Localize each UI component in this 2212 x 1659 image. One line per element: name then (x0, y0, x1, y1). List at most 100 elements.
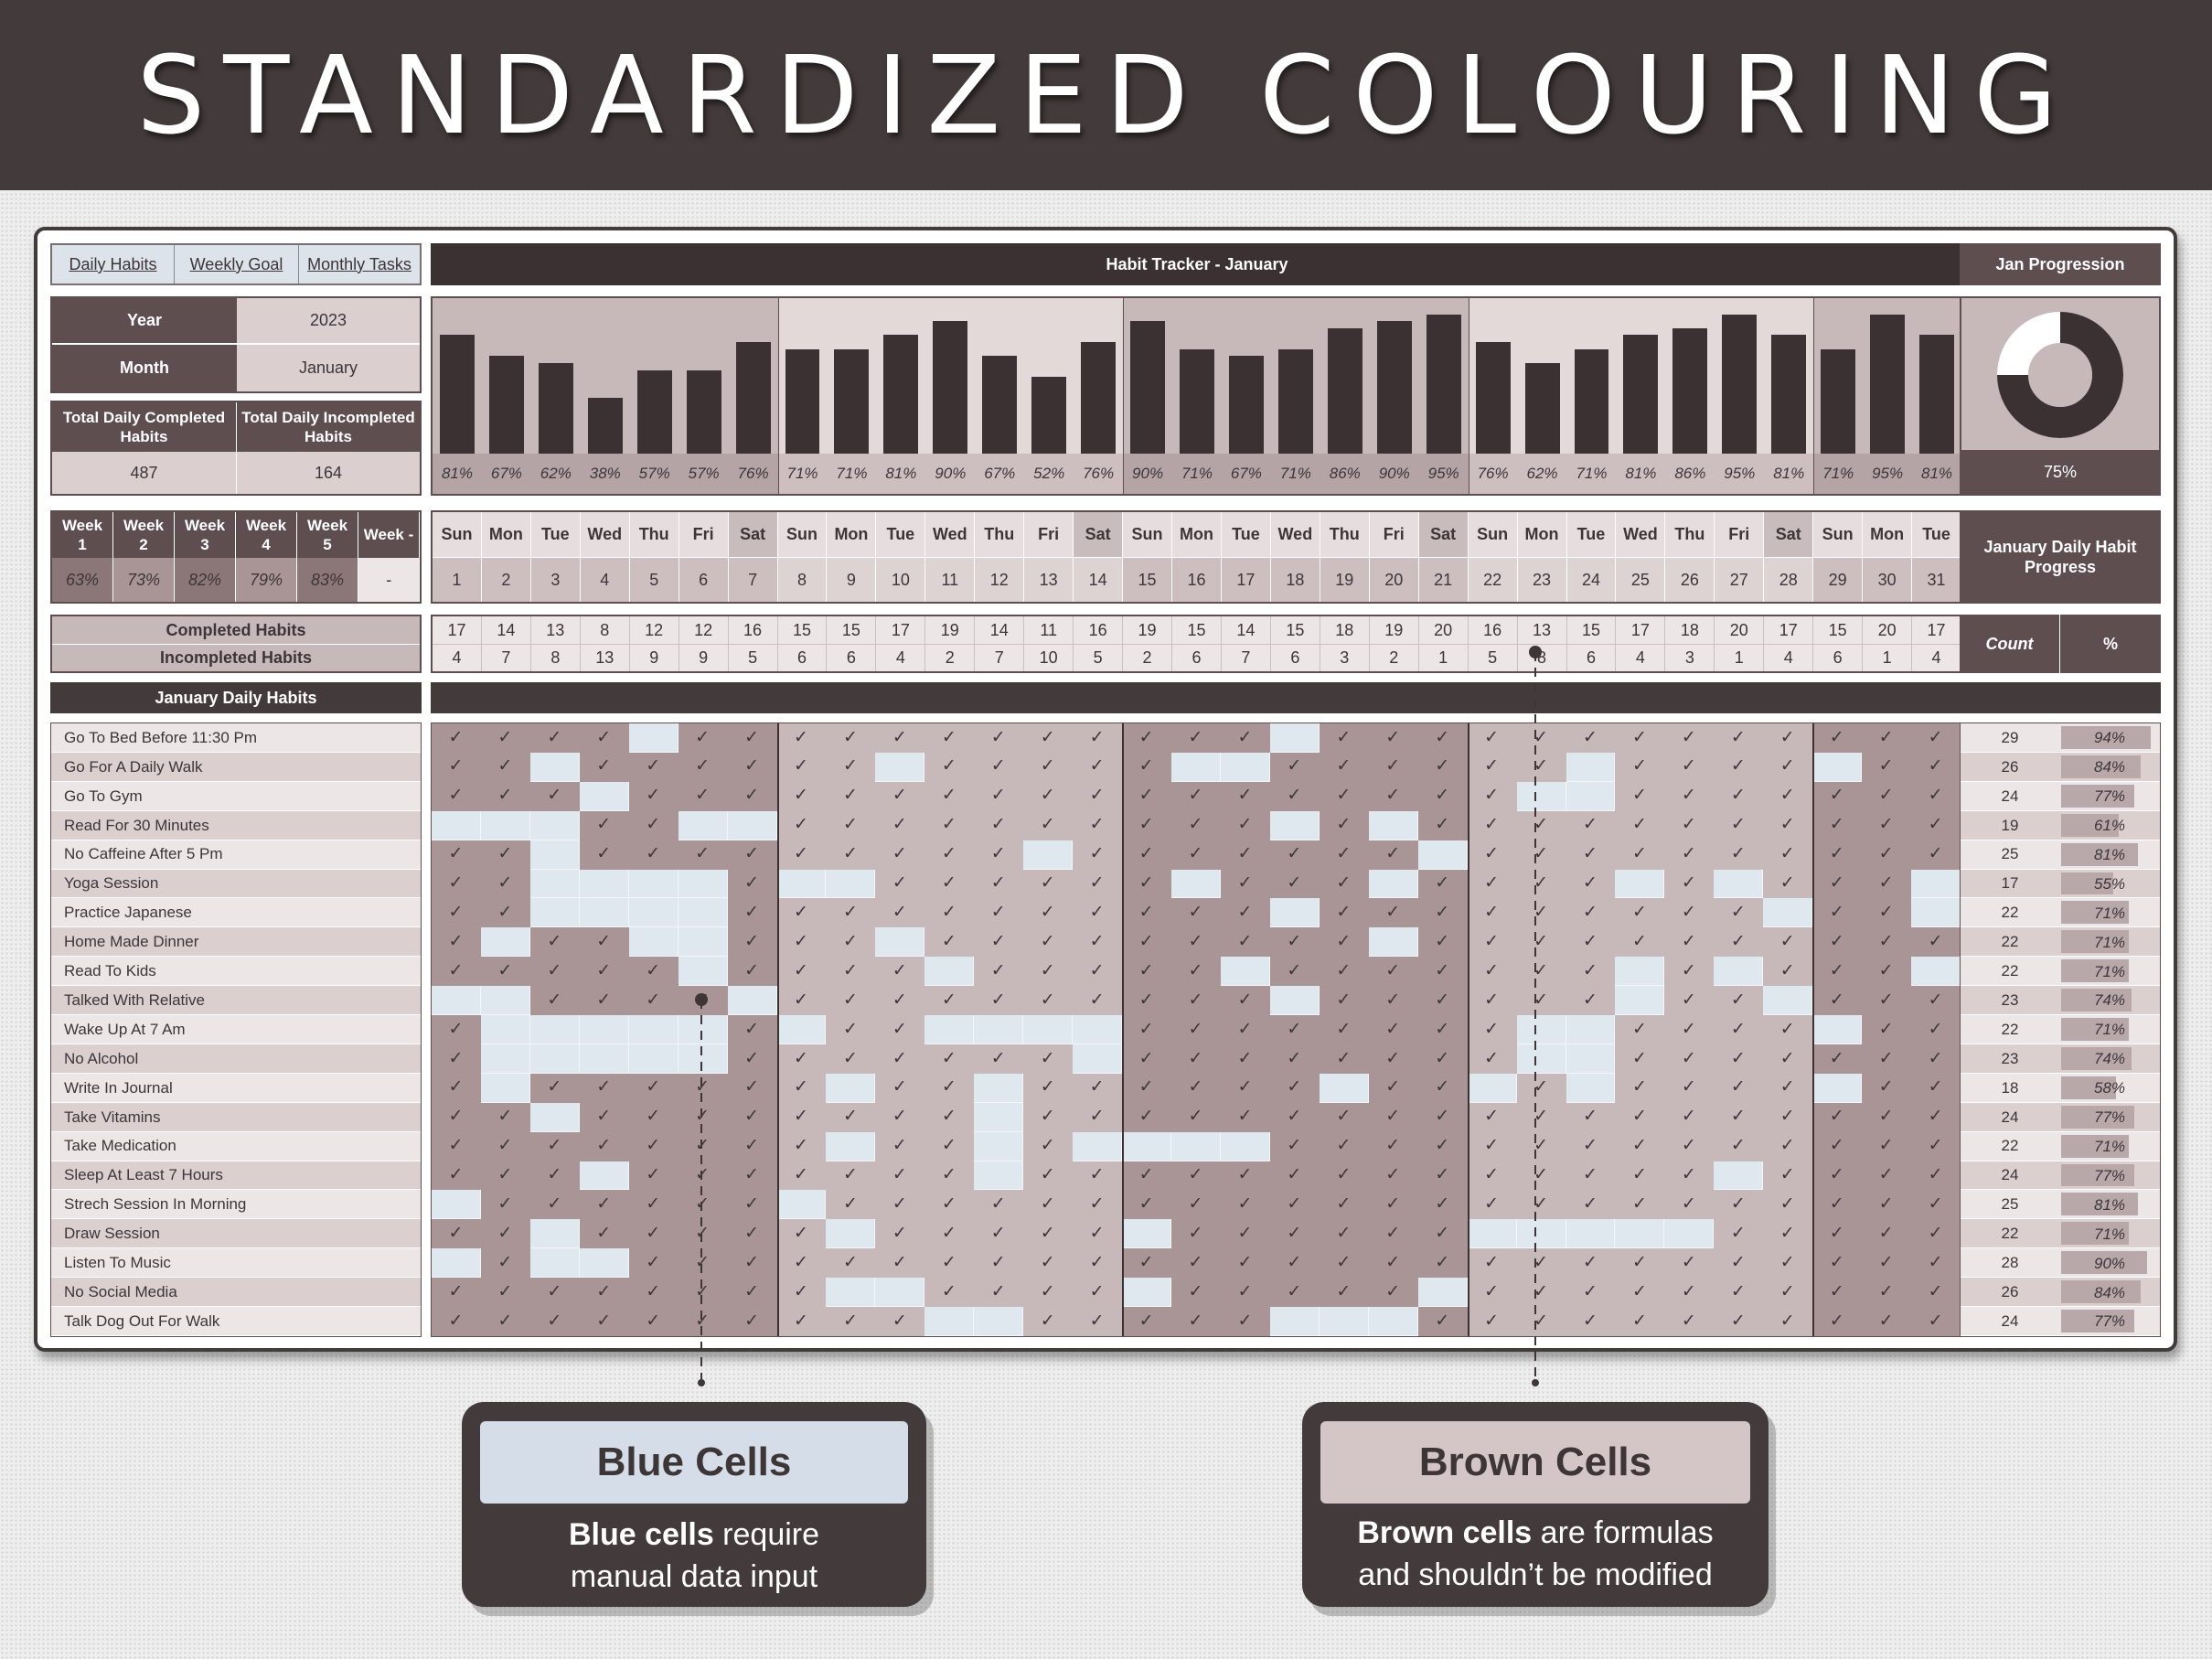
habit-check-cell[interactable]: ✓ (1073, 869, 1123, 899)
habit-check-cell[interactable] (1714, 869, 1764, 899)
habit-check-cell[interactable]: ✓ (776, 1248, 827, 1279)
habit-check-cell[interactable]: ✓ (1073, 1161, 1123, 1191)
habit-check-cell[interactable]: ✓ (1516, 986, 1566, 1016)
habit-check-cell[interactable]: ✓ (1664, 810, 1715, 840)
habit-check-cell[interactable]: ✓ (1664, 1102, 1715, 1132)
habit-check-cell[interactable]: ✓ (924, 898, 975, 928)
habit-check-cell[interactable]: ✓ (1516, 723, 1566, 753)
habit-check-cell[interactable] (628, 1015, 679, 1044)
habit-check-cell[interactable]: ✓ (1812, 1044, 1863, 1074)
habit-check-cell[interactable]: ✓ (1862, 1278, 1912, 1308)
habit-check-cell[interactable] (1516, 1015, 1566, 1044)
habit-check-cell[interactable]: ✓ (1467, 752, 1517, 782)
habit-check-cell[interactable] (974, 1131, 1024, 1161)
habit-check-cell[interactable]: ✓ (1467, 840, 1517, 870)
habit-check-cell[interactable]: ✓ (1664, 752, 1715, 782)
habit-check-cell[interactable]: ✓ (1467, 1278, 1517, 1308)
habit-check-cell[interactable]: ✓ (1714, 723, 1764, 753)
habit-check-cell[interactable] (480, 1073, 530, 1103)
habit-check-cell[interactable]: ✓ (1023, 1102, 1074, 1132)
habit-check-cell[interactable]: ✓ (1023, 1190, 1074, 1220)
habit-check-cell[interactable]: ✓ (1368, 1102, 1418, 1132)
habit-check-cell[interactable]: ✓ (1269, 1248, 1320, 1279)
habit-check-cell[interactable]: ✓ (529, 723, 580, 753)
habit-check-cell[interactable]: ✓ (1122, 1161, 1172, 1191)
habit-check-cell[interactable]: ✓ (1171, 1102, 1221, 1132)
habit-check-cell[interactable]: ✓ (776, 927, 827, 958)
habit-check-cell[interactable]: ✓ (1812, 869, 1863, 899)
habit-check-cell[interactable]: ✓ (529, 986, 580, 1016)
habit-check-cell[interactable] (1911, 869, 1961, 899)
habit-check-cell[interactable]: ✓ (1862, 1190, 1912, 1220)
habit-check-cell[interactable]: ✓ (776, 898, 827, 928)
habit-check-cell[interactable]: ✓ (1911, 840, 1961, 870)
habit-check-cell[interactable]: ✓ (432, 1307, 481, 1336)
habit-check-cell[interactable]: ✓ (1319, 1161, 1369, 1191)
habit-check-cell[interactable]: ✓ (826, 1190, 876, 1220)
habit-check-cell[interactable]: ✓ (826, 957, 876, 987)
habit-check-cell[interactable]: ✓ (727, 957, 777, 987)
habit-check-cell[interactable]: ✓ (1763, 1044, 1813, 1074)
habit-check-cell[interactable]: ✓ (1763, 723, 1813, 753)
habit-check-cell[interactable]: ✓ (678, 723, 728, 753)
habit-check-cell[interactable]: ✓ (579, 927, 629, 958)
habit-check-cell[interactable]: ✓ (826, 723, 876, 753)
habit-check-cell[interactable]: ✓ (1714, 927, 1764, 958)
habit-check-cell[interactable]: ✓ (1319, 781, 1369, 811)
habit-check-cell[interactable]: ✓ (875, 1102, 925, 1132)
habit-check-cell[interactable] (529, 840, 580, 870)
habit-check-cell[interactable]: ✓ (875, 1015, 925, 1044)
habit-check-cell[interactable]: ✓ (1664, 1161, 1715, 1191)
habit-check-cell[interactable]: ✓ (1171, 810, 1221, 840)
habit-check-cell[interactable]: ✓ (1368, 840, 1418, 870)
habit-check-cell[interactable]: ✓ (579, 1073, 629, 1103)
habit-check-cell[interactable]: ✓ (826, 1248, 876, 1279)
habit-check-cell[interactable]: ✓ (1862, 869, 1912, 899)
habit-check-cell[interactable]: ✓ (579, 1131, 629, 1161)
habit-check-cell[interactable]: ✓ (776, 1102, 827, 1132)
habit-check-cell[interactable]: ✓ (1122, 1190, 1172, 1220)
habit-check-cell[interactable]: ✓ (1368, 752, 1418, 782)
habit-check-cell[interactable]: ✓ (727, 752, 777, 782)
habit-check-cell[interactable] (579, 898, 629, 928)
habit-check-cell[interactable]: ✓ (1862, 1307, 1912, 1336)
habit-check-cell[interactable]: ✓ (432, 1131, 481, 1161)
habit-check-cell[interactable]: ✓ (432, 723, 481, 753)
habit-check-cell[interactable]: ✓ (727, 1248, 777, 1279)
habit-check-cell[interactable]: ✓ (1023, 1219, 1074, 1249)
habit-check-cell[interactable]: ✓ (1467, 723, 1517, 753)
habit-check-cell[interactable]: ✓ (1171, 927, 1221, 958)
habit-check-cell[interactable]: ✓ (924, 723, 975, 753)
habit-check-cell[interactable]: ✓ (727, 898, 777, 928)
habit-check-cell[interactable] (1368, 927, 1418, 958)
habit-check-cell[interactable]: ✓ (727, 723, 777, 753)
habit-check-cell[interactable]: ✓ (1615, 1102, 1665, 1132)
habit-check-cell[interactable]: ✓ (1171, 1307, 1221, 1336)
habit-check-cell[interactable] (1615, 957, 1665, 987)
habit-check-cell[interactable]: ✓ (1417, 1248, 1468, 1279)
habit-check-cell[interactable]: ✓ (1220, 1161, 1270, 1191)
habit-check-cell[interactable]: ✓ (1023, 1044, 1074, 1074)
habit-check-cell[interactable]: ✓ (1417, 986, 1468, 1016)
habit-check-cell[interactable]: ✓ (1763, 1102, 1813, 1132)
habit-check-cell[interactable] (529, 898, 580, 928)
habit-check-cell[interactable]: ✓ (1467, 810, 1517, 840)
habit-check-cell[interactable]: ✓ (1714, 1044, 1764, 1074)
habit-check-cell[interactable] (1516, 781, 1566, 811)
habit-check-cell[interactable]: ✓ (924, 1073, 975, 1103)
habit-check-cell[interactable]: ✓ (826, 898, 876, 928)
habit-check-cell[interactable]: ✓ (1615, 723, 1665, 753)
habit-check-cell[interactable]: ✓ (1862, 810, 1912, 840)
habit-check-cell[interactable]: ✓ (1417, 869, 1468, 899)
habit-check-cell[interactable]: ✓ (1664, 957, 1715, 987)
habit-check-cell[interactable]: ✓ (1565, 957, 1616, 987)
habit-check-cell[interactable] (826, 869, 876, 899)
habit-check-cell[interactable]: ✓ (727, 1161, 777, 1191)
habit-check-cell[interactable]: ✓ (1516, 1278, 1566, 1308)
habit-check-cell[interactable]: ✓ (776, 986, 827, 1016)
habit-check-cell[interactable]: ✓ (1911, 1015, 1961, 1044)
habit-check-cell[interactable]: ✓ (1023, 1248, 1074, 1279)
habit-check-cell[interactable]: ✓ (628, 1102, 679, 1132)
habit-check-cell[interactable]: ✓ (1714, 781, 1764, 811)
habit-check-cell[interactable] (1516, 1219, 1566, 1249)
